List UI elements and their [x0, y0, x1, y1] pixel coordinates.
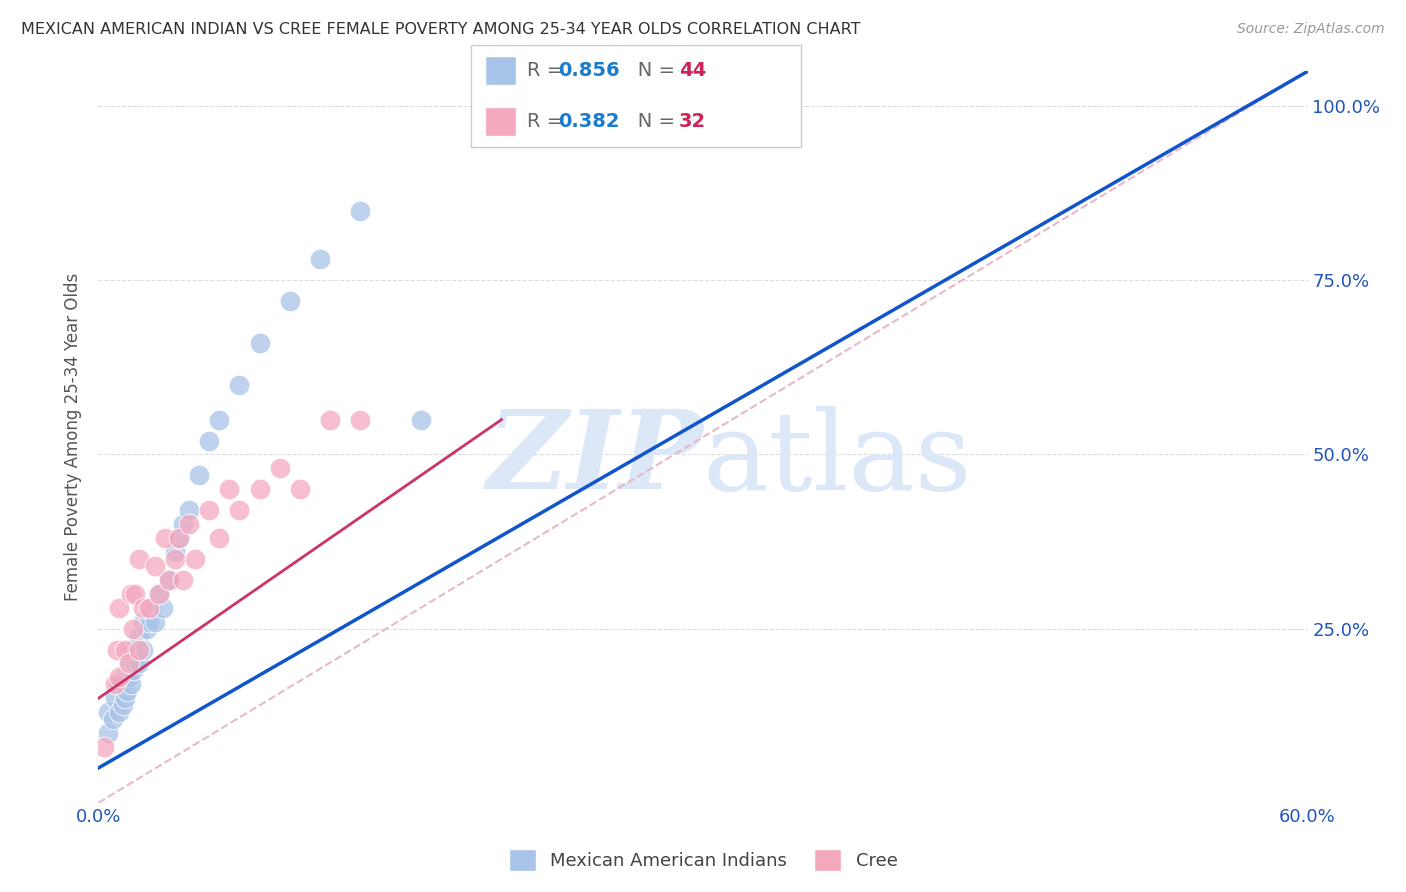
- Point: [111, 698, 134, 713]
- Point: [121, 622, 143, 636]
- Point: [510, 99, 533, 113]
- Point: [288, 483, 311, 497]
- Point: [125, 642, 148, 657]
- Point: [157, 573, 180, 587]
- Point: [157, 573, 180, 587]
- Point: [124, 587, 146, 601]
- Point: [114, 642, 136, 657]
- Point: [118, 657, 141, 671]
- Point: [208, 531, 231, 545]
- Point: [163, 545, 186, 559]
- Point: [208, 412, 231, 426]
- Text: ZIP: ZIP: [486, 405, 703, 513]
- Point: [249, 483, 271, 497]
- Point: [179, 517, 201, 532]
- Point: [138, 600, 160, 615]
- Point: [115, 684, 138, 698]
- Point: [349, 203, 371, 218]
- Point: [153, 531, 176, 545]
- Point: [101, 712, 124, 726]
- Text: 44: 44: [679, 61, 706, 79]
- Point: [107, 677, 129, 691]
- Point: [198, 434, 221, 448]
- Point: [349, 412, 371, 426]
- Point: [278, 294, 301, 309]
- Text: 0.382: 0.382: [558, 112, 620, 131]
- Point: [121, 642, 143, 657]
- Point: [124, 657, 146, 671]
- Point: [120, 587, 142, 601]
- Point: [107, 600, 129, 615]
- Point: [148, 587, 170, 601]
- Point: [188, 468, 211, 483]
- Point: [143, 558, 166, 573]
- Point: [114, 691, 136, 706]
- Point: [121, 664, 143, 678]
- Point: [120, 657, 142, 671]
- Text: N =: N =: [619, 61, 681, 79]
- Point: [132, 615, 155, 629]
- Point: [128, 629, 150, 643]
- Point: [269, 461, 291, 475]
- Point: [128, 657, 150, 671]
- Point: [118, 670, 141, 684]
- Point: [249, 336, 271, 351]
- Point: [218, 483, 240, 497]
- Y-axis label: Female Poverty Among 25-34 Year Olds: Female Poverty Among 25-34 Year Olds: [65, 273, 83, 601]
- Point: [138, 615, 160, 629]
- Point: [172, 517, 194, 532]
- Point: [228, 503, 250, 517]
- Point: [132, 642, 155, 657]
- Point: [105, 642, 128, 657]
- Point: [163, 552, 186, 566]
- Point: [167, 531, 190, 545]
- Point: [309, 252, 332, 267]
- Text: MEXICAN AMERICAN INDIAN VS CREE FEMALE POVERTY AMONG 25-34 YEAR OLDS CORRELATION: MEXICAN AMERICAN INDIAN VS CREE FEMALE P…: [21, 22, 860, 37]
- Text: R =: R =: [527, 61, 569, 79]
- Text: atlas: atlas: [703, 406, 973, 513]
- Point: [228, 377, 250, 392]
- Point: [103, 677, 125, 691]
- Point: [143, 615, 166, 629]
- Text: N =: N =: [619, 112, 681, 131]
- Text: Source: ZipAtlas.com: Source: ZipAtlas.com: [1237, 22, 1385, 37]
- Point: [128, 552, 150, 566]
- Text: 0.856: 0.856: [558, 61, 620, 79]
- Point: [107, 705, 129, 719]
- Point: [184, 552, 207, 566]
- Point: [107, 670, 129, 684]
- Point: [97, 726, 120, 740]
- Point: [103, 691, 125, 706]
- Point: [97, 705, 120, 719]
- Point: [409, 412, 432, 426]
- Point: [93, 740, 115, 755]
- Point: [132, 600, 155, 615]
- Point: [128, 642, 150, 657]
- Point: [167, 531, 190, 545]
- Point: [319, 412, 342, 426]
- Point: [114, 670, 136, 684]
- Text: R =: R =: [527, 112, 569, 131]
- Point: [179, 503, 201, 517]
- Point: [120, 677, 142, 691]
- Point: [118, 657, 141, 671]
- Legend: Mexican American Indians, Cree: Mexican American Indians, Cree: [502, 841, 904, 878]
- Point: [111, 677, 134, 691]
- Point: [135, 622, 157, 636]
- Point: [148, 587, 170, 601]
- Point: [198, 503, 221, 517]
- Point: [172, 573, 194, 587]
- Text: 32: 32: [679, 112, 706, 131]
- Point: [139, 600, 162, 615]
- Point: [152, 600, 174, 615]
